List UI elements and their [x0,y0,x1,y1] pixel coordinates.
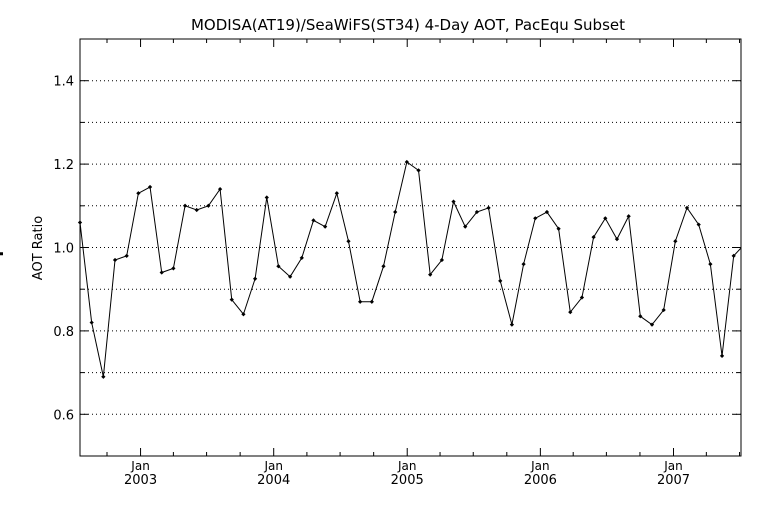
data-point [229,297,234,302]
data-point [276,264,281,269]
data-point [112,257,118,263]
grid [80,80,741,415]
data-point [591,234,596,240]
data-point [299,255,304,261]
data-point [381,264,386,269]
data-point [719,353,725,359]
data-point [439,257,444,263]
x-tick-label-month: Jan [263,459,283,473]
data-point [0,252,3,256]
y-tick-labels: 0.6 0.8 1.0 1.2 1.4 [53,75,74,424]
data-point [684,205,690,211]
axis-ticks [80,39,741,456]
data-point [252,276,258,281]
y-axis-label: AOT Ratio [31,216,46,280]
data-point [673,239,678,244]
y-tick-label: 0.6 [53,408,74,423]
data-point [416,168,421,173]
y-tick-label: 1.4 [53,75,74,90]
data-point [171,266,176,271]
data-point [579,295,585,300]
chart-title: MODISA(AT19)/SeaWiFS(ST34) 4-Day AOT, Pa… [191,16,625,34]
x-tick-label-year: 2007 [657,473,690,488]
data-point [346,239,351,244]
data-point [509,322,515,327]
data-point [533,216,538,221]
x-tick-label-month: Jan [130,459,150,473]
data-point [287,274,293,279]
x-tick-label-year: 2006 [524,473,557,488]
data-point [614,237,620,242]
data-point [638,314,643,319]
data-point [264,195,269,200]
data-point [486,205,491,211]
data-point [498,278,503,283]
data-point [206,203,211,208]
series-line [80,161,741,377]
data-point [428,272,433,277]
data-point [159,270,164,275]
series [0,159,741,379]
x-tick-label-year: 2003 [124,473,157,488]
data-point [124,253,129,258]
data-point [451,199,456,204]
data-point [182,203,188,208]
data-point [696,222,701,227]
data-point [241,312,246,317]
y-tick-label: 1.2 [53,158,74,173]
data-point [521,262,526,267]
x-tick-label-month: Jan [530,459,550,473]
data-point [649,322,655,327]
data-point [393,209,398,215]
data-point [731,253,736,258]
data-point [217,186,223,192]
data-point [661,307,666,313]
data-point [369,299,374,304]
x-tick-label-month: Jan [397,459,417,473]
data-point [568,310,573,315]
data-point [463,224,468,229]
data-point [89,320,94,325]
data-point [404,159,409,165]
x-tick-label-year: 2004 [257,473,290,488]
data-point [626,214,631,219]
y-tick-label: 1.0 [53,242,74,257]
data-point [311,218,316,223]
plot-frame [79,38,742,457]
data-point [474,209,480,215]
data-point [101,374,106,379]
data-point [323,224,328,229]
data-point [556,226,561,231]
data-point [544,209,550,215]
y-tick-label: 0.8 [53,325,74,340]
data-point [194,207,199,213]
data-point [358,299,363,304]
data-point [334,191,339,196]
x-tick-label-year: 2005 [391,473,424,488]
x-tick-label-month: Jan [663,459,683,473]
data-point [136,191,141,196]
data-point [147,184,153,190]
data-point [708,262,713,267]
data-point [603,216,608,221]
